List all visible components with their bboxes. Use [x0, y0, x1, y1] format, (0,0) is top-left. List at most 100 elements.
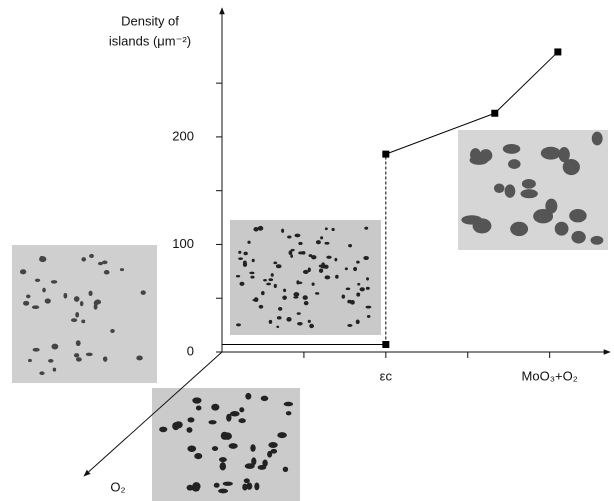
micrograph-particle — [253, 227, 259, 232]
micrograph-particle — [504, 184, 516, 198]
micrograph-particle — [73, 296, 80, 302]
micrograph-particle — [250, 275, 255, 279]
micrograph-particle — [236, 323, 241, 327]
micrograph-particle — [275, 264, 282, 269]
axes — [83, 7, 611, 477]
micrograph-particle — [282, 466, 289, 473]
micrograph-particle — [44, 298, 51, 304]
micrograph-particle — [590, 235, 604, 245]
micrograph-particle — [288, 250, 293, 256]
micrograph-particle — [28, 358, 32, 363]
micrograph-particle — [194, 452, 203, 460]
micrograph-particle — [533, 208, 554, 224]
micrograph-particle — [219, 462, 227, 471]
micrograph-particle — [73, 353, 80, 358]
micrograph-particle — [326, 255, 332, 259]
micrographs — [12, 130, 608, 501]
x-tick-label: MoO₃+O₂ — [522, 368, 578, 383]
micrograph-particle — [219, 457, 227, 463]
micrograph-particle — [571, 230, 586, 244]
y-tick-label: 0 — [187, 343, 194, 358]
micrograph-particle — [347, 324, 353, 327]
micrograph-particle — [213, 482, 220, 488]
micrograph-particle — [276, 316, 282, 320]
y-axis-label: Density of — [121, 13, 179, 28]
micrograph-particle — [286, 317, 292, 322]
micrograph-particle — [510, 221, 529, 237]
micrograph-particle — [186, 427, 193, 433]
micrograph-particle — [187, 445, 197, 452]
micrograph-particle — [318, 268, 324, 273]
micrograph-particle — [283, 401, 294, 407]
micrograph-particle — [364, 226, 369, 230]
micrograph-particle — [320, 265, 327, 269]
micrograph-particle — [42, 287, 46, 293]
micrograph-particle — [521, 179, 536, 189]
marker — [554, 48, 562, 56]
micrograph-particle — [298, 241, 303, 246]
micrograph-particle — [472, 218, 492, 234]
micrograph-particle — [302, 269, 309, 275]
micrograph-particle — [324, 241, 330, 245]
micrograph-particle — [243, 478, 250, 484]
micrograph-particle — [245, 392, 252, 400]
micrograph-particle — [253, 297, 259, 303]
micrograph-particle — [287, 235, 292, 239]
micrograph-particle — [70, 318, 78, 323]
micrograph-particle — [239, 281, 245, 286]
micrograph-particle — [348, 243, 353, 248]
micrograph-particle — [218, 488, 229, 494]
micrograph-particle — [235, 275, 241, 278]
micrograph-particle — [19, 269, 27, 275]
micrograph-particle — [260, 395, 269, 402]
micrograph-particle — [222, 481, 233, 486]
micrograph-particle — [359, 287, 365, 292]
micrograph-particle — [273, 261, 278, 265]
micrograph-particle — [268, 442, 278, 448]
micrograph-particle — [254, 482, 260, 491]
micrograph-particle — [302, 295, 308, 300]
micrograph-particle — [273, 283, 277, 289]
micrograph-particle — [298, 251, 304, 255]
micrograph-particle — [311, 282, 315, 286]
micrograph-particle — [250, 444, 256, 452]
micrograph-particle — [119, 268, 125, 272]
micrograph-particle — [26, 294, 31, 299]
micrograph-particle — [314, 292, 320, 295]
micrograph-particle — [277, 432, 287, 439]
micrograph-particle — [296, 312, 301, 315]
micrograph-particle — [363, 256, 369, 261]
micrograph-particle — [356, 292, 361, 297]
micrograph-particle — [281, 228, 285, 233]
micrograph-particle — [276, 325, 280, 329]
micrograph-particle — [239, 407, 245, 413]
micrograph-particle — [244, 463, 255, 469]
micrograph-small-islands — [230, 220, 381, 335]
micrograph-particle — [261, 291, 265, 296]
micrograph-particle — [75, 340, 81, 347]
x-tick-label: εc — [380, 368, 393, 383]
micrograph-particle — [307, 267, 311, 273]
micrograph-particle — [520, 189, 538, 199]
micrograph-particle — [63, 292, 68, 299]
micrograph-particle — [243, 251, 248, 256]
marker — [382, 340, 390, 348]
line-segment — [385, 112, 495, 155]
micrograph-particle — [89, 253, 94, 258]
micrograph-particle — [290, 248, 295, 252]
micrograph-particle — [320, 236, 324, 240]
micrograph-particle — [469, 155, 489, 165]
micrograph-particle — [229, 411, 240, 417]
micrograph-particle — [321, 262, 325, 268]
micrograph-particle — [554, 221, 569, 236]
micrograph-particle — [309, 323, 315, 329]
micrograph-particle — [270, 448, 278, 454]
micrograph-particle — [293, 296, 299, 299]
micrograph-particle — [39, 371, 45, 376]
micrograph-particle — [293, 292, 300, 297]
micrograph-particle — [195, 405, 202, 411]
micrograph-particle — [140, 290, 146, 295]
micrograph-particle — [102, 356, 108, 362]
micrograph-particle — [335, 274, 339, 279]
micrograph-particle — [211, 446, 219, 451]
